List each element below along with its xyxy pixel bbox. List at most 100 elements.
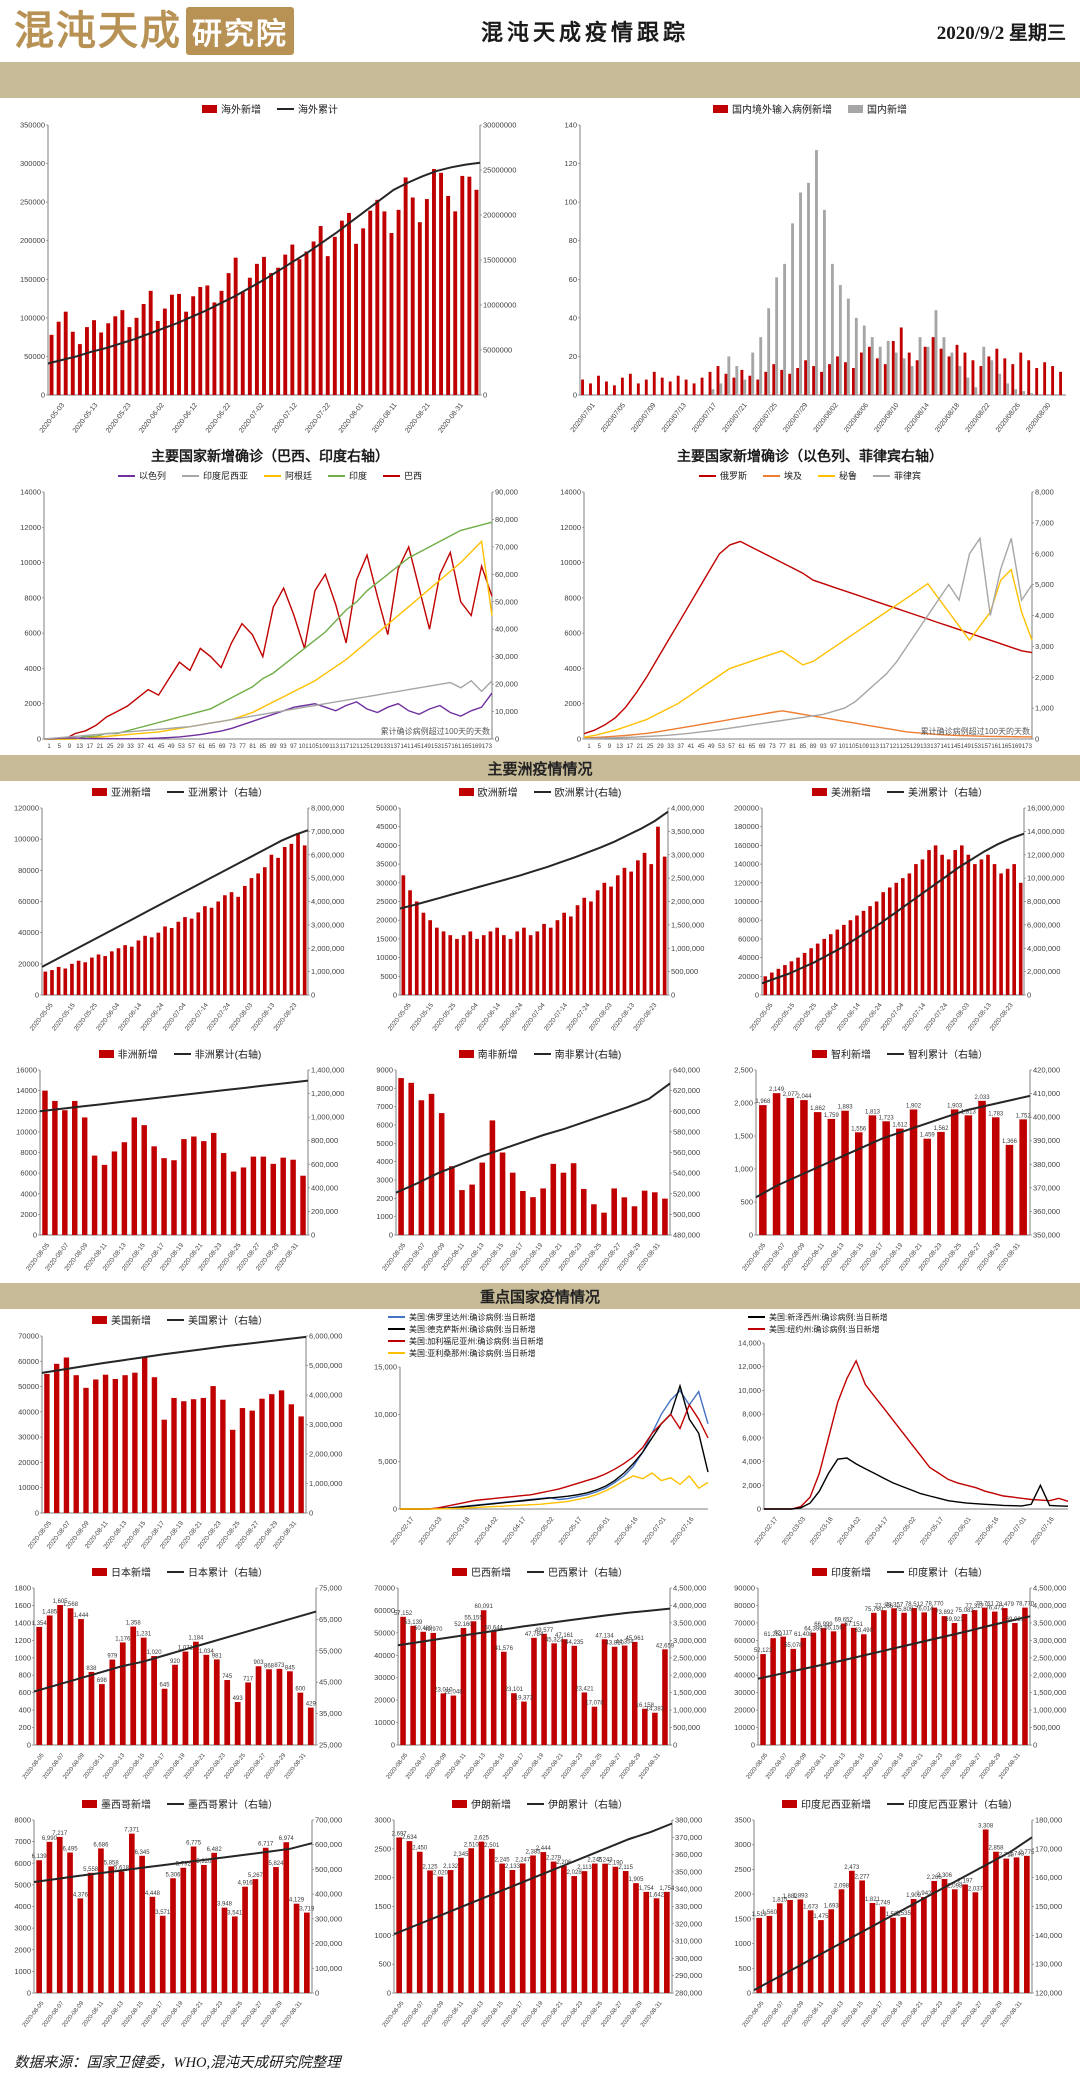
svg-text:150,000: 150,000 — [1035, 1902, 1062, 1911]
svg-text:49,970: 49,970 — [424, 1627, 443, 1633]
svg-text:78,770: 78,770 — [1016, 1602, 1035, 1608]
svg-text:2,500,000: 2,500,000 — [671, 874, 704, 883]
svg-text:2,190: 2,190 — [608, 1861, 624, 1867]
legend-item: 印度尼西亚 — [181, 469, 248, 482]
svg-text:6,482: 6,482 — [207, 1847, 223, 1853]
svg-text:500,000: 500,000 — [1033, 1723, 1060, 1732]
svg-text:979: 979 — [107, 1654, 118, 1660]
svg-text:169: 169 — [1012, 744, 1023, 750]
svg-text:25: 25 — [107, 744, 114, 750]
svg-text:20000: 20000 — [18, 1458, 39, 1467]
chart-americas: 美洲新增 美洲累计（右轴） 0 20000 40000 60000 80000 100000 1… — [720, 781, 1080, 1043]
svg-text:14,000,000: 14,000,000 — [1027, 827, 1065, 836]
svg-text:5000: 5000 — [376, 1139, 393, 1148]
svg-text:61,252: 61,252 — [764, 1632, 783, 1638]
line-swatch-icon — [887, 1052, 904, 1055]
svg-text:157: 157 — [441, 744, 452, 750]
chart-canvas-mexico: 0 1000 2000 3000 4000 5000 6000 7000 8000 0 100,00… — [14, 1816, 342, 2029]
svg-text:6000: 6000 — [376, 1121, 393, 1130]
legend-label: 伊朗新增 — [471, 1800, 511, 1811]
svg-text:5,000,000: 5,000,000 — [311, 874, 344, 883]
svg-text:30000: 30000 — [376, 878, 397, 887]
svg-text:5,858: 5,858 — [104, 1860, 120, 1866]
svg-text:2,113: 2,113 — [577, 1865, 592, 1871]
legend-item: 美国:德克萨斯州:确诊病例:当日新增 — [388, 1323, 536, 1335]
svg-text:125: 125 — [360, 744, 371, 750]
svg-text:37: 37 — [137, 744, 144, 750]
svg-text:2,033: 2,033 — [975, 1095, 991, 1101]
legend-item: 非洲累计(右轴) — [173, 1046, 261, 1061]
svg-text:1,522: 1,522 — [885, 1912, 901, 1918]
svg-text:7000: 7000 — [14, 1837, 31, 1846]
svg-text:3000: 3000 — [374, 1816, 391, 1825]
svg-text:113: 113 — [329, 744, 339, 750]
svg-text:12000: 12000 — [560, 523, 581, 532]
svg-text:10000: 10000 — [560, 558, 581, 567]
svg-text:70000: 70000 — [374, 1584, 395, 1593]
svg-text:1,000: 1,000 — [734, 1165, 753, 1174]
svg-text:0: 0 — [1027, 991, 1031, 1000]
svg-text:1,783: 1,783 — [988, 1111, 1004, 1117]
svg-text:1,902: 1,902 — [906, 1103, 922, 1109]
svg-text:30000: 30000 — [734, 1688, 755, 1697]
legend-item: 美洲累计（右轴） — [887, 784, 988, 799]
svg-text:981: 981 — [212, 1653, 223, 1659]
svg-text:15000000: 15000000 — [483, 256, 516, 265]
chart-canvas-major1: 0 2000 4000 6000 8000 10000 12000 14000 0 10,000 2… — [20, 488, 518, 751]
svg-text:5,558: 5,558 — [83, 1867, 99, 1873]
svg-text:41: 41 — [688, 744, 695, 750]
svg-text:4,000,000: 4,000,000 — [1027, 944, 1060, 953]
svg-text:40: 40 — [569, 313, 577, 322]
svg-text:2,000: 2,000 — [1035, 673, 1054, 682]
svg-text:90,000: 90,000 — [495, 488, 518, 497]
legend-item: 菲律宾 — [873, 469, 921, 482]
svg-text:2020-05-02: 2020-05-02 — [530, 1516, 556, 1547]
svg-text:1,366: 1,366 — [1002, 1139, 1018, 1145]
svg-text:3,571: 3,571 — [155, 1910, 171, 1916]
svg-text:60000: 60000 — [738, 934, 759, 943]
line-swatch-icon — [873, 474, 891, 477]
chart-row-asia-countries: 日本新增 日本累计（右轴） 0 200 400 600 800 1000 1200 1400 160… — [0, 1561, 1080, 1793]
svg-text:15,000: 15,000 — [374, 1363, 397, 1372]
svg-text:1,813: 1,813 — [961, 1109, 977, 1115]
chart-major2: 主要国家新增确诊（以色列、菲律宾右轴） 俄罗斯 埃及 秘鲁 菲律宾 0 2000 4000 60… — [540, 443, 1080, 755]
chart-legend: 海外新增 海外累计 — [0, 100, 540, 117]
svg-text:65: 65 — [209, 744, 216, 750]
chart-legend: 巴西新增 巴西累计（右轴） — [360, 1563, 720, 1580]
svg-text:20000: 20000 — [738, 972, 759, 981]
svg-text:1,034: 1,034 — [199, 1649, 215, 1655]
legend-label: 巴西 — [404, 471, 423, 481]
svg-text:600,000: 600,000 — [311, 1160, 338, 1169]
line-swatch-icon — [887, 1802, 904, 1805]
svg-text:0: 0 — [37, 735, 41, 744]
line-swatch-icon — [818, 474, 835, 477]
svg-text:2020/07/25: 2020/07/25 — [752, 402, 779, 434]
chart-canvas-chile: 0 500 1,000 1,500 2,000 2,500 350,000 360,000 37… — [734, 1066, 1060, 1273]
svg-text:20: 20 — [569, 352, 577, 361]
svg-text:2020-07-16: 2020-07-16 — [1030, 1516, 1056, 1547]
svg-text:13: 13 — [616, 744, 623, 750]
svg-text:2020-08-23: 2020-08-23 — [632, 1002, 658, 1033]
legend-label: 美国:亚利桑那州:确诊病例:当日新增 — [409, 1348, 536, 1358]
chart-canvas-brazil: 0 10000 20000 30000 40000 50000 60000 70000 0 500… — [374, 1584, 706, 1781]
chart-brazil: 巴西新增 巴西累计（右轴） 0 10000 20000 30000 40000 50000 60… — [360, 1561, 720, 1793]
svg-text:9: 9 — [68, 744, 72, 750]
svg-text:90000: 90000 — [734, 1584, 755, 1593]
svg-text:101: 101 — [299, 744, 310, 750]
legend-item: 非洲新增 — [98, 1046, 158, 1061]
logo-badge: 研究院 — [186, 7, 294, 55]
svg-text:3,000,000: 3,000,000 — [1033, 1636, 1066, 1645]
line-swatch-icon — [388, 1328, 405, 1330]
svg-text:2,149: 2,149 — [769, 1087, 785, 1093]
legend-item: 秘鲁 — [818, 469, 857, 482]
chart-indonesia: 印度尼西亚新增 印度尼西亚累计（右轴） 0 500 1000 1500 2000 2500 30… — [720, 1793, 1080, 2041]
line-swatch-icon — [388, 1316, 405, 1318]
svg-text:2020/07/01: 2020/07/01 — [570, 402, 597, 434]
svg-text:3,500,000: 3,500,000 — [671, 827, 704, 836]
svg-text:70000: 70000 — [734, 1618, 755, 1627]
svg-text:57: 57 — [188, 744, 195, 750]
legend-label: 伊朗累计（右轴） — [548, 1800, 628, 1811]
svg-text:838: 838 — [86, 1666, 97, 1672]
svg-text:540,000: 540,000 — [673, 1169, 700, 1178]
legend-label: 以色列 — [138, 471, 166, 481]
